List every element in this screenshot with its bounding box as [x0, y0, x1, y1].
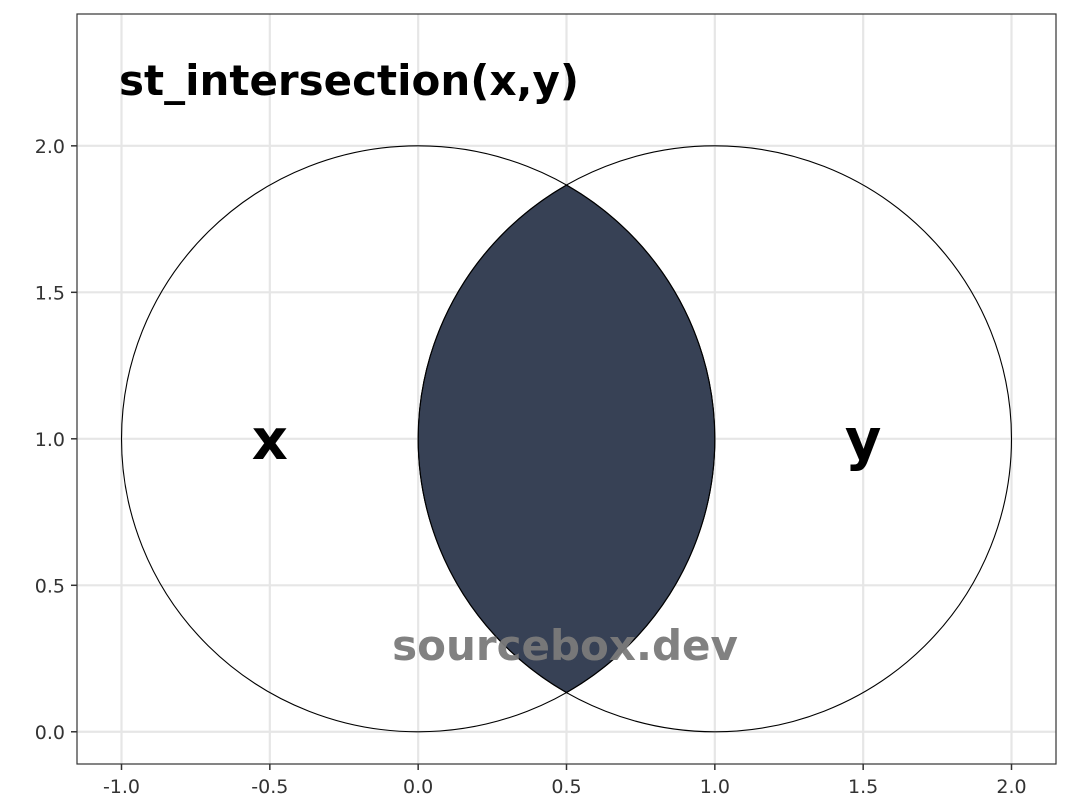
y-tick-label: 0.0	[35, 722, 65, 744]
watermark-text: sourcebox.dev	[392, 621, 738, 670]
circle-y	[417, 145, 1013, 733]
x-tick-label: -1.0	[103, 776, 140, 798]
circles	[120, 145, 1013, 733]
set-label-y: y	[845, 408, 882, 473]
x-tick-label: 2.0	[996, 776, 1026, 798]
circle-x	[120, 145, 716, 733]
y-tick-label: 0.5	[35, 575, 65, 597]
y-tick-label: 1.0	[35, 429, 65, 451]
axis-ticks	[71, 145, 1013, 770]
set-label-x: x	[252, 408, 288, 473]
plot-panel-border	[76, 13, 1057, 765]
x-tick-label: 0.0	[403, 776, 433, 798]
x-tick-label: -0.5	[251, 776, 288, 798]
x-tick-label: 1.5	[848, 776, 878, 798]
y-tick-label: 2.0	[35, 136, 65, 158]
y-tick-label: 1.5	[35, 282, 65, 304]
x-tick-label: 0.5	[551, 776, 581, 798]
x-tick-label: 1.0	[700, 776, 730, 798]
diagram-title: st_intersection(x,y)	[119, 56, 579, 105]
axis-tick-labels: -1.0 -0.5 0.0 0.5 1.0 1.5 2.0 0.0 0.5 1.0 1.5 2.0	[35, 136, 1027, 798]
